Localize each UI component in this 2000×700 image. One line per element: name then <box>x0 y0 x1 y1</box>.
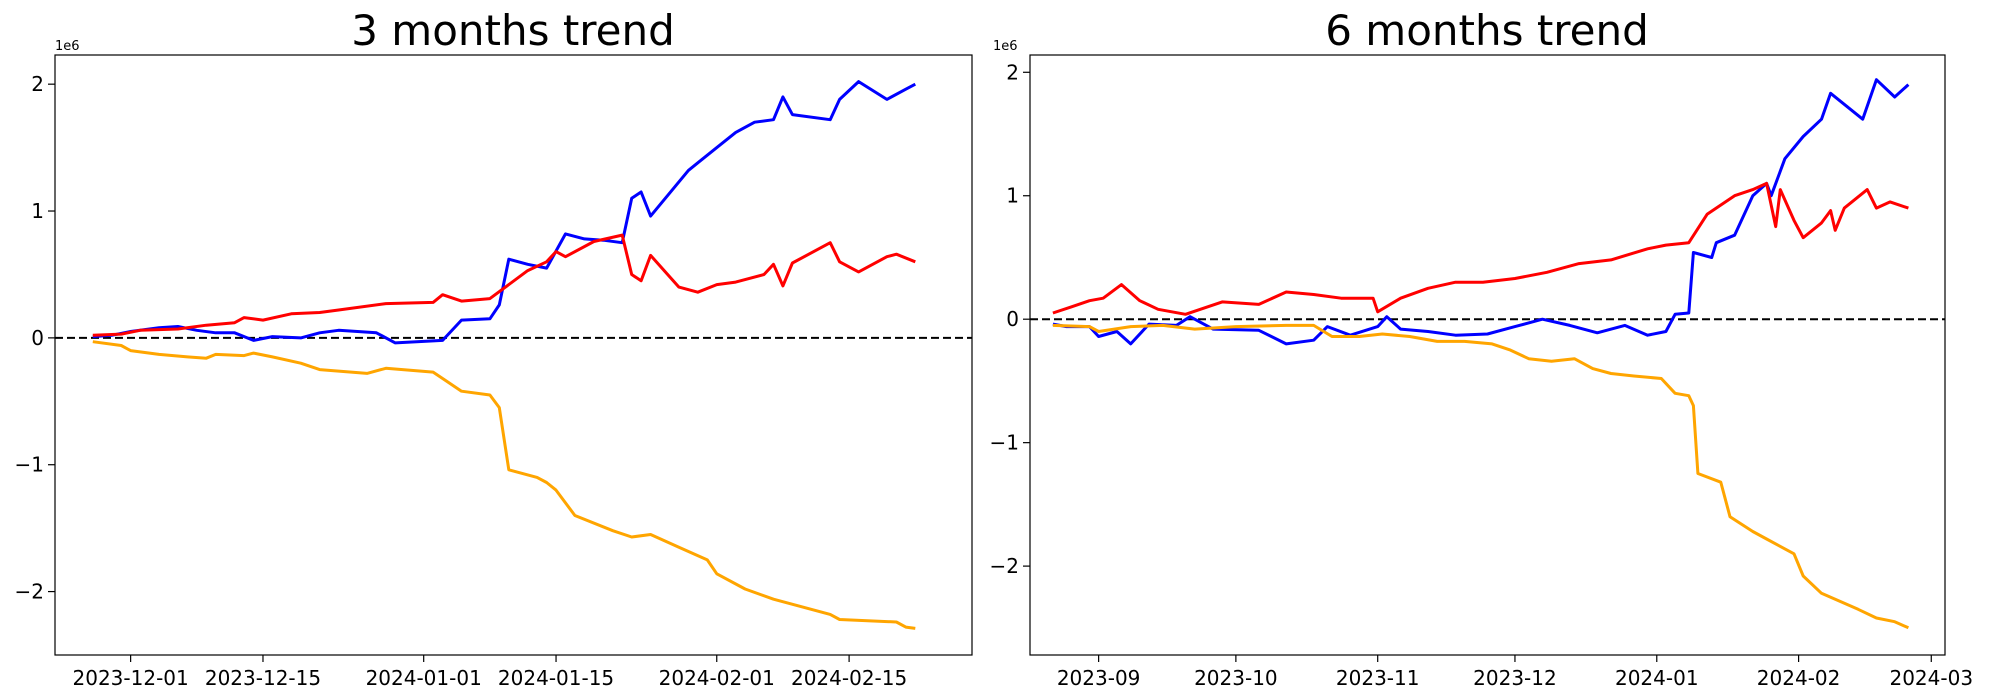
x-tick-label: 2023-10 <box>1194 666 1278 690</box>
series-line-1 <box>1052 78 1910 346</box>
y-tick-label: 0 <box>1006 307 1019 331</box>
series-line-3 <box>92 340 916 630</box>
chart-title: 3 months trend <box>351 6 675 55</box>
x-tick-label: 2023-12-01 <box>73 666 189 690</box>
y-tick-label: −2 <box>990 554 1019 578</box>
chart-panel-3-months: 3 months trend 1e6 −2 −1 0 1 2 2023-12-01 2023… <box>15 6 973 690</box>
x-tick-label: 2024-01-01 <box>366 666 482 690</box>
x-tick-label: 2024-03 <box>1889 666 1973 690</box>
x-tick-label: 2023-09 <box>1057 666 1141 690</box>
series-line-2 <box>1052 181 1909 316</box>
y-tick-label: −1 <box>990 431 1019 455</box>
y-tick-label: 2 <box>31 72 44 96</box>
x-tick-label: 2023-12-15 <box>205 666 321 690</box>
chart-panel-6-months: 6 months trend 1e6 −2 −1 0 1 2 2023-09 2023-10… <box>990 6 1974 690</box>
y-offset-label: 1e6 <box>993 39 1018 54</box>
y-tick-label: 1 <box>31 199 44 223</box>
x-tick-label: 2024-01-15 <box>498 666 614 690</box>
x-tick-label: 2024-02 <box>1757 666 1841 690</box>
chart-title: 6 months trend <box>1325 6 1649 55</box>
x-tick-label: 2024-02-15 <box>791 666 907 690</box>
y-tick-label: 2 <box>1006 60 1019 84</box>
series-line-3 <box>1052 323 1910 630</box>
series-line-2 <box>92 233 916 337</box>
y-tick-label: −2 <box>15 580 44 604</box>
y-tick-label: 1 <box>1006 184 1019 208</box>
x-tick-label: 2023-11 <box>1336 666 1420 690</box>
y-tick-label: 0 <box>31 326 44 350</box>
axes-frame <box>1029 54 1946 656</box>
y-tick-label: −1 <box>15 453 44 477</box>
x-tick-label: 2023-12 <box>1473 666 1557 690</box>
x-tick-label: 2024-01 <box>1615 666 1699 690</box>
axes-frame <box>54 54 973 656</box>
x-tick-label: 2024-02-01 <box>659 666 775 690</box>
series-line-1 <box>92 80 916 345</box>
y-offset-label: 1e6 <box>55 39 80 54</box>
